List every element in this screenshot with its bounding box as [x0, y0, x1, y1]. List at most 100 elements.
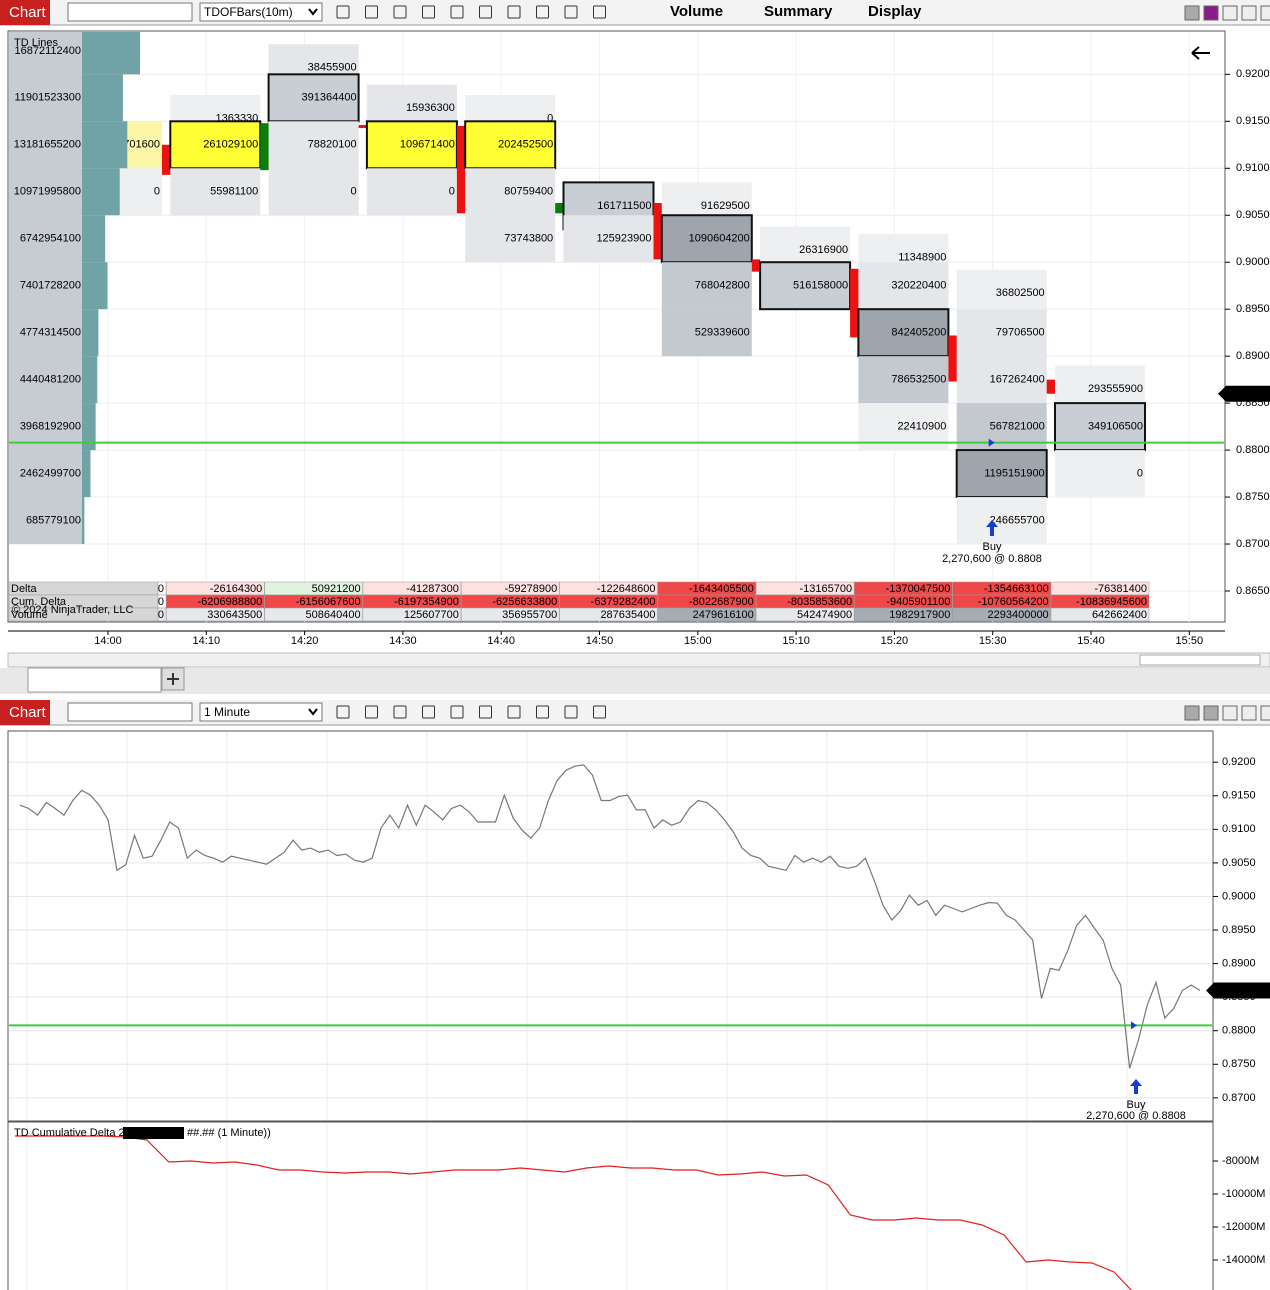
indicator-title: ##.## (1 Minute)): [187, 1127, 271, 1139]
cell-value: 1363330: [215, 112, 258, 124]
line-series: [19, 764, 1201, 1069]
maximize[interactable]: [1241, 705, 1257, 721]
candle-body: [1046, 379, 1056, 394]
candle-body: [948, 335, 958, 382]
entry-marker: [988, 438, 995, 447]
button[interactable]: [1203, 705, 1219, 721]
tool-icon: [393, 705, 407, 719]
cell-value: 73743800: [504, 233, 553, 245]
candle-body: [456, 126, 466, 214]
instrument-box[interactable]: [67, 2, 193, 22]
tab[interactable]: [27, 667, 162, 693]
line-series: [15, 1135, 1133, 1290]
scrollbar[interactable]: [7, 652, 1270, 668]
close[interactable]: [1260, 705, 1270, 721]
footprint-cell: [365, 120, 458, 170]
cell-value: 36802500: [996, 287, 1045, 299]
menu[interactable]: Summary: [764, 3, 833, 20]
row-name: Volume: [11, 609, 48, 621]
y-tick-label: 0.8900: [1222, 957, 1256, 969]
tool-icon: [393, 5, 407, 19]
cell-value: 22410900: [897, 421, 946, 433]
footprint-cell: [956, 269, 1047, 317]
cell-value: 91629500: [701, 200, 750, 212]
cell-value: 55981100: [210, 186, 258, 198]
tool-icon: [564, 5, 578, 19]
footprint-cell: [956, 356, 1047, 404]
footprint-cell: [366, 168, 457, 216]
chart-tab[interactable]: [0, 0, 50, 25]
y-tick-label: 0.9100: [1236, 162, 1270, 174]
dropdown-label: 1 Minute: [204, 705, 250, 719]
table-value: -41287300: [406, 583, 459, 595]
candle-body: [751, 259, 761, 272]
profile-bar: [82, 74, 123, 122]
dropdown-arrow: [308, 8, 318, 16]
footprint-cell: [858, 262, 949, 310]
table-value: -76381400: [1094, 583, 1147, 595]
minimize[interactable]: [1222, 5, 1238, 21]
bars-dropdown[interactable]: [199, 702, 323, 722]
cell-value: 701600: [123, 139, 160, 151]
footprint-cell: [465, 168, 556, 216]
profile-label-column: [9, 32, 82, 545]
cell-value: 26316900: [799, 244, 848, 256]
redaction: [123, 1127, 184, 1139]
tab-strip: [0, 668, 1270, 694]
cell-value: 768042800: [695, 280, 750, 292]
table-cell: [460, 607, 560, 622]
table-value: -6197354900: [394, 596, 459, 608]
back-arrow[interactable]: [1191, 46, 1210, 60]
y-tick-label: -14000M: [1222, 1254, 1265, 1266]
footprint-cell: [858, 356, 949, 404]
cell-value: 38455900: [308, 62, 357, 74]
tool-icon: [422, 705, 435, 719]
buy-detail: 2,270,600 @ 0.8808: [1086, 1110, 1186, 1122]
cell-value: 320220400: [891, 280, 946, 292]
tool-icon: [507, 705, 521, 719]
profile-label: 7401728200: [20, 280, 81, 292]
chart-tab[interactable]: [0, 700, 50, 725]
button[interactable]: [1184, 705, 1200, 721]
y-tick-label: -12000M: [1222, 1221, 1265, 1233]
cell-value: 79706500: [996, 327, 1045, 339]
instrument-box[interactable]: [67, 702, 193, 722]
maximize[interactable]: [1241, 5, 1257, 21]
scroll-thumb[interactable]: [1139, 654, 1261, 666]
x-tick-label: 15:40: [1077, 635, 1105, 647]
profile-bar: [82, 262, 108, 310]
y-tick-label: 0.9100: [1222, 823, 1256, 835]
button[interactable]: [1203, 5, 1219, 21]
cell-value: 202452500: [498, 139, 553, 151]
dropdown-arrow: [308, 708, 318, 716]
table-value: -122648600: [597, 583, 656, 595]
button[interactable]: [1184, 5, 1200, 21]
menu[interactable]: Volume: [670, 3, 723, 20]
cell-value: 1090604200: [689, 233, 750, 245]
y-tick-label: 0.9150: [1222, 790, 1256, 802]
y-tick-label: 0.8700: [1236, 538, 1270, 550]
profile-label: 2462499700: [20, 467, 81, 479]
table-cell: [1050, 607, 1150, 622]
table-value: -8035853600: [787, 596, 852, 608]
minimize[interactable]: [1222, 705, 1238, 721]
cell-value: 0: [1137, 467, 1143, 479]
axes: 0.9200 0.9150 0.9100 0.9050 0.9000 0.8950 0.89…: [1206, 756, 1270, 1266]
cell-value: 516158000: [793, 280, 848, 292]
table-value: 287635400: [600, 609, 655, 621]
bars-dropdown[interactable]: [199, 2, 323, 22]
buy-arrow: [986, 520, 998, 536]
cell-value: 0: [449, 186, 455, 198]
toolbar-icons: [336, 705, 606, 719]
close[interactable]: [1260, 5, 1270, 21]
menu[interactable]: Display: [868, 3, 922, 20]
table-cell: [157, 607, 167, 622]
cell-value: 161711500: [597, 200, 651, 212]
cell-value: 11348900: [898, 251, 946, 263]
cell-value: 567821000: [990, 421, 1045, 433]
tool-icon: [479, 705, 492, 719]
x-tick-label: 14:10: [193, 635, 221, 647]
tool-icon: [365, 705, 378, 719]
buy-label: Buy: [1127, 1099, 1146, 1111]
